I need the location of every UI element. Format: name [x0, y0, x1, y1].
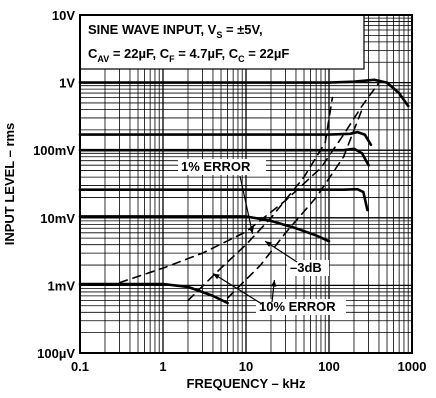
error-curve-7 [187, 96, 334, 302]
legend-line-1: CAV = 22µF, CF = 4.7µF, CC = 22µF [88, 46, 289, 64]
grid-minor-lines [80, 15, 412, 353]
y-tick-label: 1mV [48, 278, 76, 293]
response-curve-0 [78, 78, 410, 108]
y-tick-label: 10mV [40, 211, 75, 226]
y-tick-label: 100µV [37, 346, 75, 361]
response-curve-3 [78, 187, 369, 212]
annotation-10pct-error-arrow-a-head [212, 273, 220, 280]
annotation-10pct-error-bg [256, 299, 346, 315]
legend-text: = ±5V, [222, 22, 262, 37]
annotation-1pct-error-arrow-line [239, 175, 254, 234]
x-tick-labels: 0.1 1 10 100 1000 [71, 359, 427, 374]
legend-subscript: C [238, 54, 245, 64]
series-group [78, 78, 410, 305]
x-axis-label: FREQUENCY – kHz [187, 376, 306, 391]
annotation-10pct-error-arrow-a-line [212, 272, 263, 305]
response-curve-1 [78, 130, 373, 147]
annotation-3db-arrow-head [265, 241, 273, 248]
y-tick-label: 10V [52, 8, 75, 23]
annotations-group: 1% ERROR –3dB 10% ERROR [178, 159, 346, 315]
error-curve-6 [118, 81, 380, 284]
legend-subscript: S [216, 30, 222, 40]
annotation-10pct-error: 10% ERROR [259, 299, 336, 314]
y-tick-label: 1V [59, 76, 75, 91]
annotation-3db-bg [287, 260, 329, 276]
legend-subscript: AV [97, 54, 109, 64]
response-curve-2 [78, 147, 370, 167]
x-tick-label: 1 [159, 359, 166, 374]
response-curve-4 [78, 215, 331, 243]
x-tick-label: 0.1 [71, 359, 89, 374]
annotation-3db: –3dB [290, 260, 322, 275]
legend-text: = 4.7µF, C [175, 46, 239, 61]
y-tick-labels: 10V 1V 100mV 10mV 1mV 100µV [33, 8, 75, 361]
legend-line-0: SINE WAVE INPUT, VS = ±5V, [88, 22, 263, 40]
y-axis-label: INPUT LEVEL – rms [2, 123, 17, 246]
annotation-1pct-error: 1% ERROR [181, 159, 251, 174]
legend-text: C [88, 46, 98, 61]
legend: SINE WAVE INPUT, VS = ±5V,CAV = 22µF, CF… [88, 22, 289, 64]
legend-subscript: F [169, 54, 175, 64]
x-tick-label: 100 [318, 359, 340, 374]
annotation-10pct-error-arrow-b-head [271, 280, 277, 287]
annotation-1pct-error-bg [178, 159, 266, 175]
y-tick-label: 100mV [33, 143, 75, 158]
x-tick-label: 10 [239, 359, 253, 374]
plot-frame [79, 14, 413, 354]
response-curve-5 [78, 282, 229, 305]
x-tick-label: 1000 [398, 359, 427, 374]
legend-text: SINE WAVE INPUT, V [88, 22, 217, 37]
legend-text: = 22µF, C [109, 46, 169, 61]
annotation-1pct-error-arrow-head [248, 226, 254, 234]
legend-text: = 22µF [245, 46, 290, 61]
